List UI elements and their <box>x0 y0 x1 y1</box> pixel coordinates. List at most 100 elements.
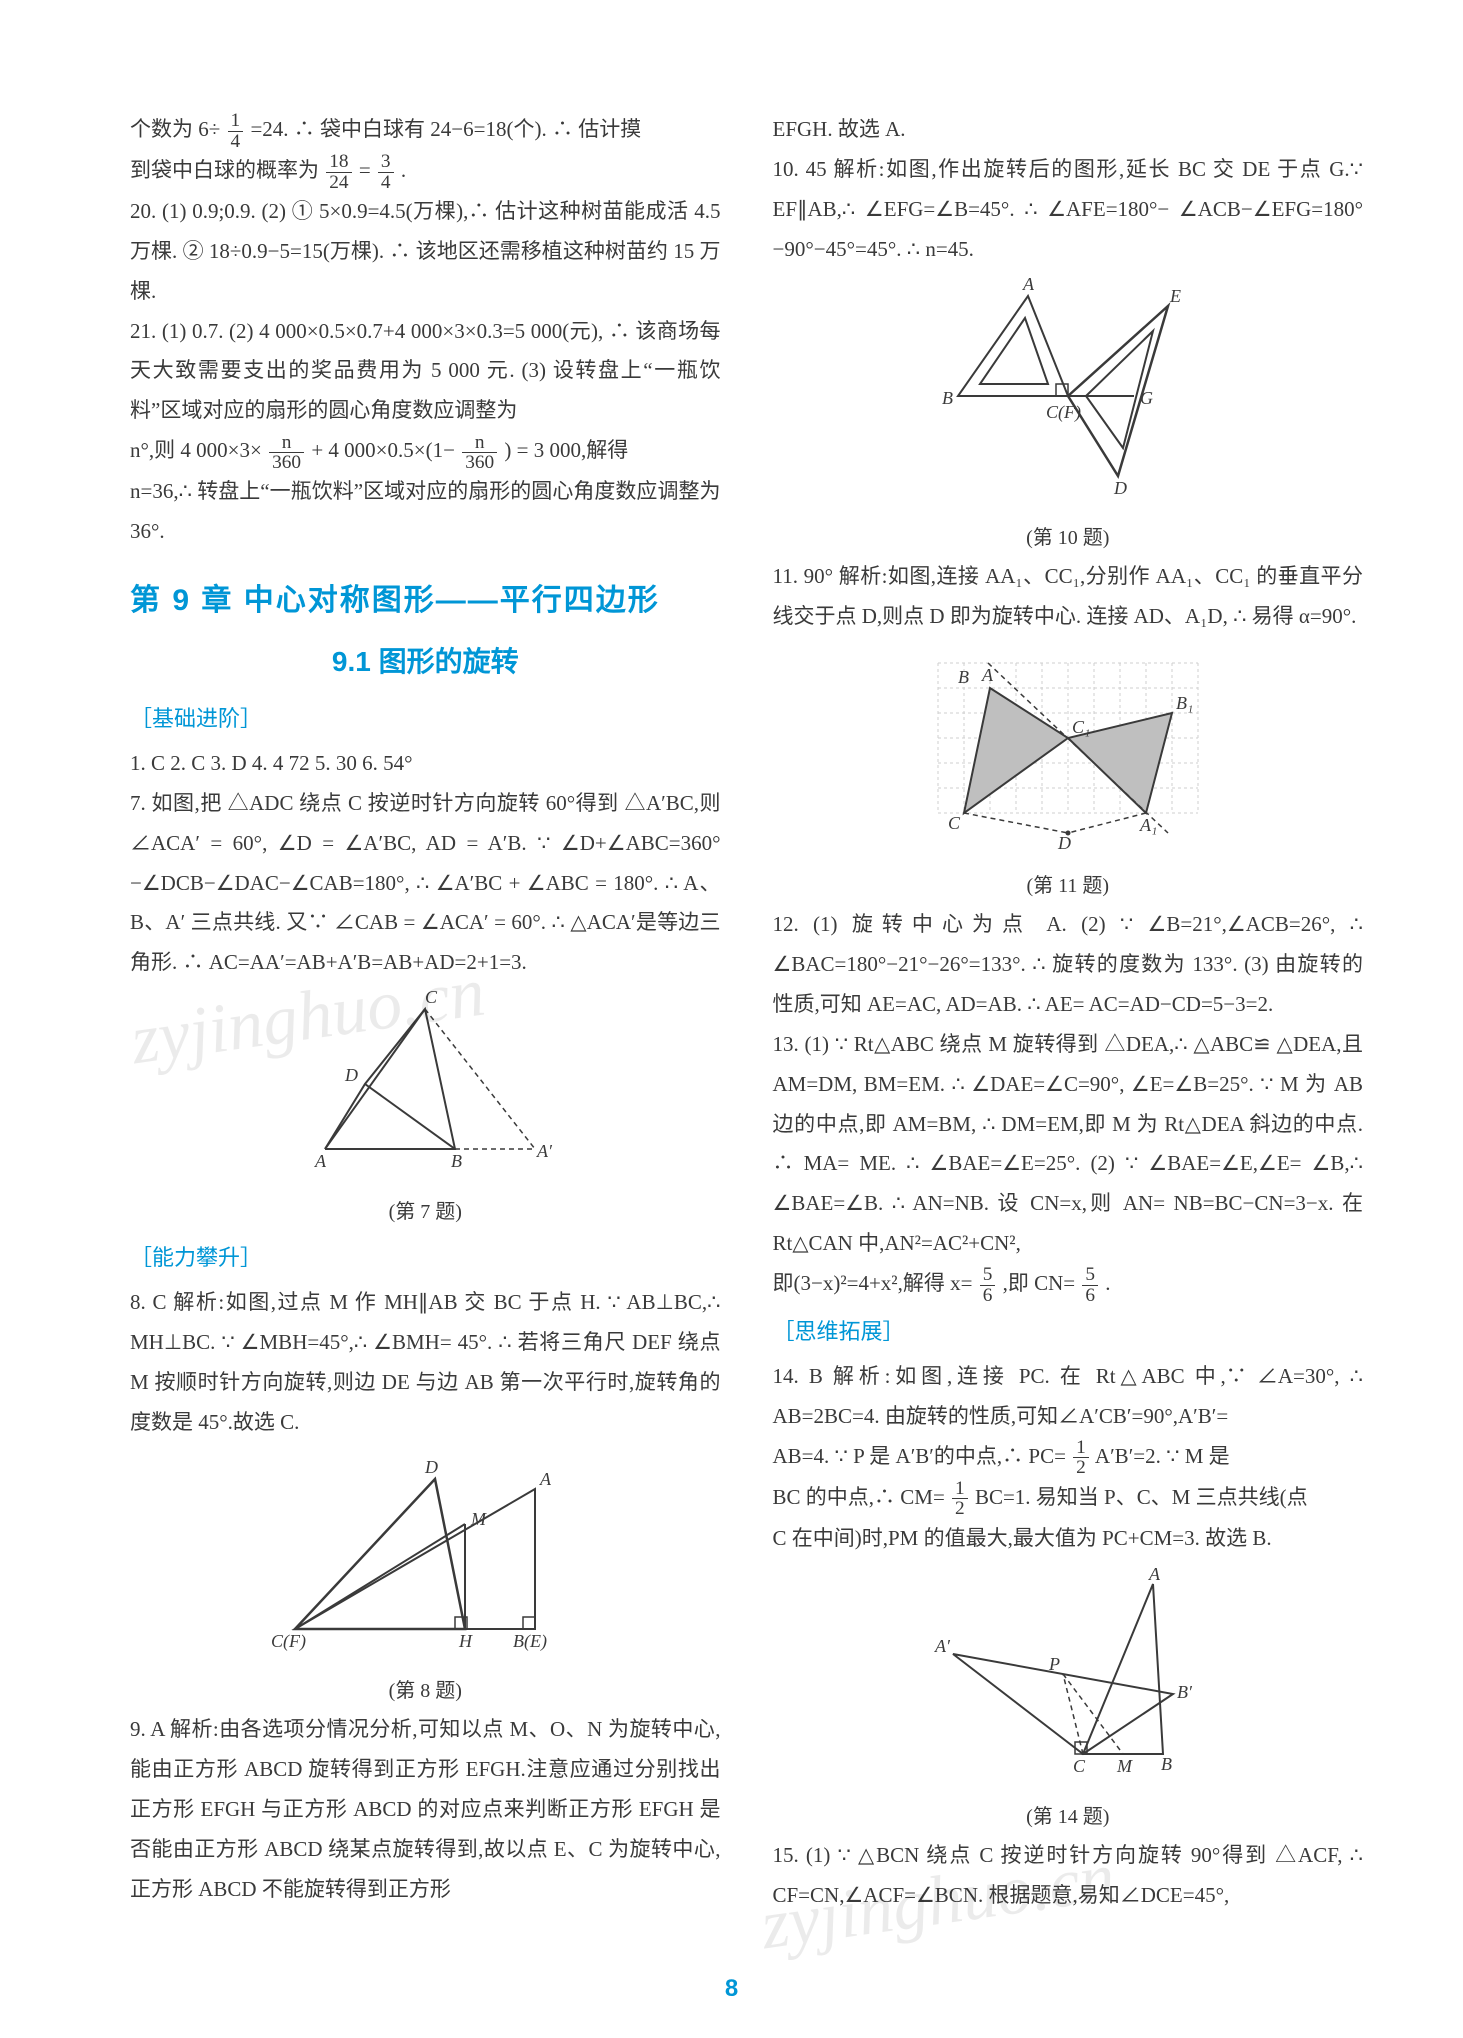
head-extension: ［思维拓展］ <box>773 1311 1364 1353</box>
svg-text:A: A <box>1148 1564 1161 1584</box>
fraction-5-6-b: 56 <box>1082 1265 1098 1305</box>
svg-text:A′: A′ <box>934 1636 951 1656</box>
figure-10: A B C(F) D E G <box>773 276 1364 520</box>
text: ,即 CN= <box>1003 1271 1076 1295</box>
text: 即(3−x)²=4+x²,解得 x= <box>773 1271 973 1295</box>
q20: 20. (1) 0.9;0.9. (2) ① 5×0.9=4.5(万棵),∴ 估… <box>130 192 721 312</box>
fraction-n-360-a: n360 <box>269 433 304 473</box>
fraction-18-24: 1824 <box>326 152 351 192</box>
svg-text:A: A <box>539 1469 552 1489</box>
figure-11-svg: B C C₁ A B₁ A₁ D <box>918 643 1218 853</box>
svg-text:P: P <box>1048 1654 1060 1674</box>
q14-a: 14. B 解析:如图,连接 PC. 在 Rt△ABC 中,∵ ∠A=30°, … <box>773 1357 1364 1437</box>
figure-8-caption: (第 8 题) <box>130 1672 721 1710</box>
text: 到袋中白球的概率为 <box>130 158 319 182</box>
svg-text:B: B <box>958 667 969 687</box>
fraction-1-4: 14 <box>228 111 244 151</box>
svg-text:C(F): C(F) <box>271 1631 306 1652</box>
svg-text:A: A <box>1022 276 1035 294</box>
figure-8: A B(E) C(F) D M H <box>130 1449 721 1673</box>
q14-b: AB=4. ∵ P 是 A′B′的中点,∴ PC= 12 A′B′=2. ∵ M… <box>773 1437 1364 1478</box>
q14-d: C 在中间)时,PM 的值最大,最大值为 PC+CM=3. 故选 B. <box>773 1519 1364 1559</box>
fraction-5-6-a: 56 <box>980 1265 996 1305</box>
svg-text:A: A <box>314 1151 327 1171</box>
q21-a: 21. (1) 0.7. (2) 4 000×0.5×0.7+4 000×3×0… <box>130 312 721 432</box>
figure-8-svg: A B(E) C(F) D M H <box>265 1449 585 1659</box>
q15: 15. (1) ∵ △BCN 绕点 C 按逆时针方向旋转 90°得到 △ACF,… <box>773 1836 1364 1916</box>
text: 个数为 6÷ <box>130 117 220 141</box>
q7: 7. 如图,把 △ADC 绕点 C 按逆时针方向旋转 60°得到 △A′BC,则… <box>130 784 721 983</box>
text: BC 的中点,∴ CM= <box>773 1485 945 1509</box>
q10: 10. 45 解析:如图,作出旋转后的图形,延长 BC 交 DE 于点 G.∵ … <box>773 150 1364 270</box>
intro-line-1: 个数为 6÷ 14 =24. ∴ 袋中白球有 24−6=18(个). ∴ 估计摸 <box>130 110 721 151</box>
text: A′B′=2. ∵ M 是 <box>1095 1444 1230 1468</box>
fraction-n-360-b: n360 <box>462 433 497 473</box>
q13-b: 即(3−x)²=4+x²,解得 x= 56 ,即 CN= 56 . <box>773 1264 1364 1305</box>
figure-10-caption: (第 10 题) <box>773 519 1364 557</box>
figure-14-caption: (第 14 题) <box>773 1798 1364 1836</box>
text: =24. ∴ 袋中白球有 24−6=18(个). ∴ 估计摸 <box>250 117 641 141</box>
svg-text:A₁: A₁ <box>1139 815 1157 835</box>
head-ability: ［能力攀升］ <box>130 1237 721 1279</box>
svg-text:B: B <box>1161 1754 1172 1774</box>
page: zyjinghuo.cn zyjinghuo.cn 个数为 6÷ 14 =24.… <box>0 0 1463 2038</box>
svg-text:B(E): B(E) <box>513 1631 547 1652</box>
svg-text:D: D <box>344 1065 358 1085</box>
intro-line-2: 到袋中白球的概率为 1824 = 34 . <box>130 151 721 192</box>
text: ) = 3 000,解得 <box>504 438 628 462</box>
svg-text:M: M <box>470 1509 487 1529</box>
page-number: 8 <box>0 1966 1463 2012</box>
svg-text:G: G <box>1140 388 1153 408</box>
text: . <box>401 158 406 182</box>
figure-7: A B C D A′ <box>130 989 721 1193</box>
fraction-1-2-a: 12 <box>1073 1438 1089 1478</box>
text: AB=4. ∵ P 是 A′B′的中点,∴ PC= <box>773 1444 1066 1468</box>
svg-text:C₁: C₁ <box>1072 717 1090 737</box>
column-right: EFGH. 故选 A. 10. 45 解析:如图,作出旋转后的图形,延长 BC … <box>773 110 1364 1916</box>
svg-text:B: B <box>451 1151 462 1171</box>
text: . <box>1105 1271 1110 1295</box>
figure-10-svg: A B C(F) D E G <box>918 276 1218 506</box>
svg-text:C: C <box>948 813 961 833</box>
q11: 11. 90° 解析:如图,连接 AA₁、CC₁,分别作 AA₁、CC₁ 的垂直… <box>773 557 1364 637</box>
q21-b: n°,则 4 000×3× n360 + 4 000×0.5×(1− n360 … <box>130 431 721 472</box>
q12: 12. (1) 旋转中心为点 A. (2) ∵ ∠B=21°,∠ACB=26°,… <box>773 905 1364 1025</box>
svg-text:B₁: B₁ <box>1176 693 1193 713</box>
svg-text:B: B <box>942 388 953 408</box>
svg-text:H: H <box>458 1631 473 1651</box>
q9-continued: EFGH. 故选 A. <box>773 110 1364 150</box>
text: BC=1. 易知当 P、C、M 三点共线(点 <box>975 1485 1308 1509</box>
figure-7-svg: A B C D A′ <box>275 989 575 1179</box>
text: + 4 000×0.5×(1− <box>311 438 455 462</box>
svg-text:C(F): C(F) <box>1046 402 1081 423</box>
svg-text:C: C <box>425 989 438 1007</box>
two-column-layout: 个数为 6÷ 14 =24. ∴ 袋中白球有 24−6=18(个). ∴ 估计摸… <box>130 110 1363 1916</box>
svg-text:C: C <box>1073 1756 1086 1776</box>
q13-a: 13. (1) ∵ Rt△ABC 绕点 M 旋转得到 △DEA,∴ △ABC≌ … <box>773 1025 1364 1264</box>
section-title: 9.1 图形的旋转 <box>130 635 721 688</box>
svg-text:D: D <box>1057 833 1071 853</box>
svg-text:A: A <box>981 665 994 685</box>
figure-11-caption: (第 11 题) <box>773 867 1364 905</box>
fraction-3-4: 34 <box>378 152 394 192</box>
chapter-title: 第 9 章 中心对称图形——平行四边形 <box>130 572 721 629</box>
svg-text:E: E <box>1169 286 1181 306</box>
q14-c: BC 的中点,∴ CM= 12 BC=1. 易知当 P、C、M 三点共线(点 <box>773 1478 1364 1519</box>
q9: 9. A 解析:由各选项分情况分析,可知以点 M、O、N 为旋转中心,能由正方形… <box>130 1710 721 1909</box>
text: n°,则 4 000×3× <box>130 438 262 462</box>
q8: 8. C 解析:如图,过点 M 作 MH∥AB 交 BC 于点 H. ∵ AB⊥… <box>130 1283 721 1443</box>
svg-text:M: M <box>1116 1756 1133 1776</box>
figure-11: B C C₁ A B₁ A₁ D <box>773 643 1364 867</box>
svg-text:B′: B′ <box>1177 1682 1193 1702</box>
figure-14-svg: A A′ B B′ C M P <box>913 1564 1223 1784</box>
text: = <box>359 158 376 182</box>
q21-c: n=36,∴ 转盘上“一瓶饮料”区域对应的扇形的圆心角度数应调整为 36°. <box>130 472 721 552</box>
svg-text:D: D <box>424 1457 438 1477</box>
svg-text:D: D <box>1113 478 1127 498</box>
fraction-1-2-b: 12 <box>952 1479 968 1519</box>
figure-14: A A′ B B′ C M P <box>773 1564 1364 1798</box>
figure-7-caption: (第 7 题) <box>130 1193 721 1231</box>
column-left: 个数为 6÷ 14 =24. ∴ 袋中白球有 24−6=18(个). ∴ 估计摸… <box>130 110 721 1916</box>
answers-1-6: 1. C 2. C 3. D 4. 4 72 5. 30 6. 54° <box>130 744 721 784</box>
svg-text:A′: A′ <box>536 1141 553 1161</box>
